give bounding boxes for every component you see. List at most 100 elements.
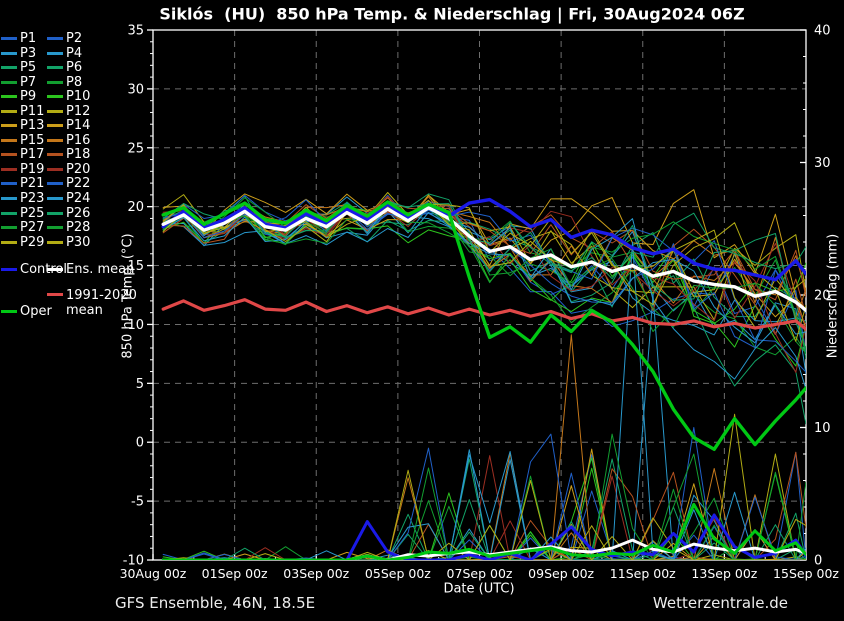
legend-label: P10 — [66, 89, 91, 105]
temp-tick-label: 5 — [136, 377, 144, 392]
legend-item-p24: P24 — [47, 191, 140, 207]
legend-label: P23 — [20, 191, 45, 207]
legend-label: P1 — [20, 31, 37, 46]
legend-item-p28: P28 — [47, 220, 140, 236]
legend-swatch — [1, 37, 17, 40]
legend-item-p10: P10 — [47, 89, 140, 105]
member-temp-line — [162, 203, 806, 342]
legend-label: P17 — [20, 147, 45, 163]
oper-precip-line — [161, 502, 806, 560]
legend-item-p6: P6 — [47, 60, 140, 76]
ens-mean-temp-line — [161, 206, 806, 312]
legend-swatch — [47, 197, 63, 201]
legend-label: P15 — [20, 132, 45, 148]
oper-temp-line — [161, 200, 806, 451]
date-tick-label: 13Sep 00z — [691, 566, 757, 581]
member-precip-line — [162, 427, 806, 560]
precip-tick-label: 20 — [814, 289, 831, 304]
legend-item-p3: P3 — [1, 45, 67, 62]
member-temp-line — [162, 196, 806, 321]
legend-label: P18 — [66, 147, 91, 163]
control-temp-line — [161, 197, 806, 282]
date-tick-label: 09Sep 00z — [528, 566, 594, 581]
legend-swatch — [47, 211, 63, 215]
legend-item-p19: P19 — [1, 161, 67, 178]
legend-label: P19 — [20, 161, 45, 177]
legend-label: P8 — [66, 74, 83, 90]
legend-swatch — [47, 153, 63, 157]
legend-swatch — [47, 138, 63, 142]
legend-label: P14 — [66, 118, 91, 134]
legend-item-p16: P16 — [47, 133, 140, 149]
left-axis-label: 850 hPa Temp. (°C) — [120, 233, 136, 359]
member-precip-line — [162, 454, 806, 560]
legend-item-control: Control — [1, 263, 67, 278]
legend-item-p21: P21 — [1, 177, 67, 192]
legend-item-p30: P30 — [47, 234, 140, 251]
1991-2020-mean-temp-line — [161, 298, 806, 331]
legend-label: 1991-2020 mean — [66, 287, 137, 318]
temp-tick-label: 35 — [127, 24, 144, 39]
legend-swatch — [1, 182, 17, 186]
legend-column-left: P1 P3 P5 P7 P9 P11 P13 P15 P17 P19 P21 P23 P25 P27 P29… — [1, 31, 67, 319]
precip-tick-label: 30 — [814, 156, 831, 171]
member-temp-line — [162, 204, 806, 304]
legend-item-p25: P25 — [1, 205, 67, 222]
legend-item-p5: P5 — [1, 60, 67, 76]
site-credit-text: Wetterzentrale.de — [652, 594, 788, 612]
legend-item-1991-2020-mean: 1991-2020 mean — [47, 288, 140, 318]
legend-item-p7: P7 — [1, 74, 67, 91]
legend-label: P27 — [20, 220, 45, 236]
legend-label: P7 — [20, 74, 37, 90]
legend-label: P25 — [20, 205, 45, 221]
legend-swatch — [1, 240, 17, 244]
date-tick-label: 11Sep 00z — [610, 566, 676, 581]
legend-item-p27: P27 — [1, 220, 67, 236]
legend-swatch — [1, 211, 17, 215]
legend-swatch — [1, 153, 17, 157]
legend-item-p15: P15 — [1, 132, 67, 149]
legend-item-p13: P13 — [1, 119, 67, 134]
legend-item-p2: P2 — [47, 31, 140, 47]
temp-tick-label: 20 — [127, 200, 144, 215]
legend-swatch — [1, 167, 17, 171]
legend-swatch — [1, 138, 17, 142]
temp-tick-label: 15 — [127, 259, 144, 274]
member-temp-line — [162, 200, 806, 354]
legend-swatch — [1, 226, 17, 230]
member-temp-line — [162, 194, 806, 349]
member-precip-line — [162, 540, 806, 560]
legend-label: P29 — [20, 234, 45, 250]
legend-item-p8: P8 — [47, 74, 140, 91]
legend-label: P2 — [66, 31, 83, 46]
legend-label: P12 — [66, 103, 91, 119]
legend-swatch — [47, 226, 63, 230]
legend-item-ens-mean: Ens. mean — [47, 263, 140, 278]
member-precip-line — [162, 241, 806, 560]
x-axis-label: Date (UTC) — [443, 581, 515, 597]
legend-item-p1: P1 — [1, 31, 67, 47]
legend-label: P28 — [66, 220, 91, 236]
series-lines — [161, 189, 806, 560]
right-axis-label: Niederschlag (mm) — [825, 233, 841, 359]
legend-item-p12: P12 — [47, 103, 140, 120]
member-precip-line — [162, 334, 806, 560]
legend-label: P30 — [66, 234, 91, 250]
legend-item-p23: P23 — [1, 191, 67, 207]
member-precip-line — [162, 294, 806, 560]
precip-tick-label: 10 — [814, 421, 831, 436]
member-temp-line — [162, 201, 806, 280]
legend-item-p22: P22 — [47, 177, 140, 192]
legend-label: P5 — [20, 60, 37, 76]
legend-swatch — [47, 292, 63, 296]
legend-swatch — [47, 124, 63, 128]
date-tick-label: 03Sep 00z — [283, 566, 349, 581]
legend-label: P24 — [66, 191, 91, 207]
temp-tick-label: 10 — [127, 318, 144, 333]
legend-label: P11 — [20, 103, 45, 119]
legend-label: P22 — [66, 176, 91, 192]
legend-label: P3 — [20, 45, 37, 61]
date-tick-label: 07Sep 00z — [447, 566, 513, 581]
date-tick-label: 30Aug 00z — [120, 566, 187, 581]
